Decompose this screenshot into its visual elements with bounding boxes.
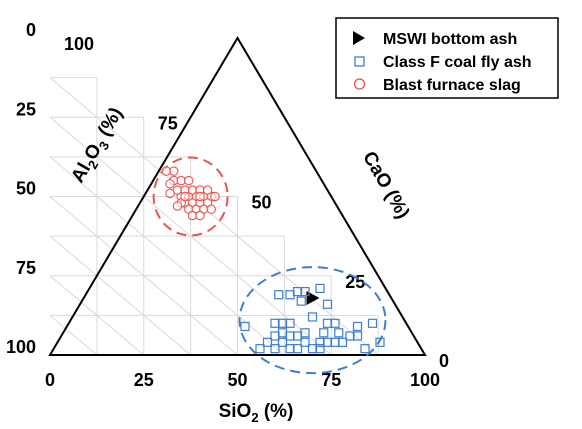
point-class-f-fly-ash xyxy=(262,337,273,347)
tick-cao: 100 xyxy=(64,34,94,54)
point-class-f-fly-ash xyxy=(360,344,370,354)
point-class-f-fly-ash xyxy=(277,337,288,347)
data-points xyxy=(161,166,385,354)
point-class-f-fly-ash xyxy=(255,344,265,354)
point-class-f-fly-ash xyxy=(334,328,344,338)
point-class-f-fly-ash xyxy=(315,283,325,294)
legend-label-slag: Blast furnace slag xyxy=(383,77,521,94)
ellipse-blast-furnace-slag xyxy=(152,156,229,237)
point-class-f-fly-ash xyxy=(322,337,333,347)
point-mswi-bottom-ash xyxy=(306,290,320,305)
legend-marker-slag xyxy=(353,78,366,90)
point-blast-furnace-slag xyxy=(161,166,172,176)
point-class-f-fly-ash xyxy=(367,318,378,328)
legend: MSWI bottom ash Class F coal fly ash Bla… xyxy=(335,17,559,99)
point-class-f-fly-ash xyxy=(322,318,333,328)
point-class-f-fly-ash xyxy=(300,287,310,297)
point-blast-furnace-slag xyxy=(202,185,213,195)
point-class-f-fly-ash xyxy=(285,318,295,328)
tick-cao: 25 xyxy=(345,272,365,292)
legend-label-mswi: MSWI bottom ash xyxy=(383,31,517,48)
point-class-f-fly-ash xyxy=(292,331,303,341)
ternary-frame xyxy=(48,36,427,356)
point-class-f-fly-ash xyxy=(274,290,284,300)
grid-line-al2o3 xyxy=(49,275,145,356)
point-class-f-fly-ash xyxy=(277,328,288,338)
point-class-f-fly-ash xyxy=(277,318,288,328)
point-blast-furnace-slag xyxy=(206,204,217,214)
point-blast-furnace-slag xyxy=(165,179,175,189)
tick-al2o3: 100 xyxy=(6,337,36,357)
point-class-f-fly-ash xyxy=(330,337,340,347)
cao-axis-title: CaO (%) xyxy=(358,148,413,223)
tick-sio2: 0 xyxy=(45,370,55,390)
grid-line-al2o3 xyxy=(49,314,98,356)
sio2-axis-title: SiO2 (%) xyxy=(219,401,294,425)
cluster-ellipses xyxy=(152,156,387,375)
point-class-f-fly-ash xyxy=(375,337,385,347)
tick-sio2: 100 xyxy=(410,370,440,390)
grid-line-al2o3 xyxy=(49,196,238,356)
grid-line-al2o3 xyxy=(49,235,191,356)
point-class-f-fly-ash xyxy=(270,344,280,354)
point-class-f-fly-ash xyxy=(315,344,325,354)
grid-line-al2o3 xyxy=(49,116,332,356)
tick-sio2: 50 xyxy=(227,370,247,390)
al2o3-axis-title: Al2O3 (%) xyxy=(67,104,129,188)
point-blast-furnace-slag xyxy=(195,191,205,202)
point-class-f-fly-ash xyxy=(322,299,333,309)
point-class-f-fly-ash xyxy=(352,321,363,332)
point-class-f-fly-ash xyxy=(296,296,306,306)
point-blast-furnace-slag xyxy=(165,188,175,199)
point-class-f-fly-ash xyxy=(300,328,310,338)
ellipse-class-f-coal-fly-ash xyxy=(238,266,387,375)
tick-al2o3: 25 xyxy=(16,99,36,119)
point-class-f-fly-ash xyxy=(292,344,303,354)
tick-sio2: 75 xyxy=(321,370,341,390)
point-class-f-fly-ash xyxy=(285,344,295,354)
point-class-f-fly-ash xyxy=(300,337,310,347)
tick-cao: 50 xyxy=(252,193,272,213)
tick-cao: 75 xyxy=(158,113,178,133)
tick-al2o3: 50 xyxy=(16,179,36,199)
tick-sio2: 25 xyxy=(134,370,154,390)
legend-marker-mswi xyxy=(353,31,365,45)
point-blast-furnace-slag xyxy=(195,210,205,221)
point-blast-furnace-slag xyxy=(172,201,183,211)
legend-box xyxy=(335,17,559,99)
tick-al2o3: 0 xyxy=(26,20,36,40)
point-class-f-fly-ash xyxy=(307,312,318,322)
point-class-f-fly-ash xyxy=(337,337,348,347)
point-class-f-fly-ash xyxy=(352,331,363,341)
tick-al2o3: 75 xyxy=(16,258,36,278)
point-class-f-fly-ash xyxy=(315,337,325,347)
point-blast-furnace-slag xyxy=(210,191,220,202)
tick-cao: 0 xyxy=(439,351,449,371)
legend-marker-flyash xyxy=(354,56,365,67)
point-class-f-fly-ash xyxy=(240,321,250,332)
legend-label-flyash: Class F coal fly ash xyxy=(383,54,532,71)
point-class-f-fly-ash xyxy=(307,344,318,354)
point-class-f-fly-ash xyxy=(270,318,280,328)
point-blast-furnace-slag xyxy=(184,175,194,186)
point-class-f-fly-ash xyxy=(285,290,295,300)
point-class-f-fly-ash xyxy=(319,328,329,338)
point-blast-furnace-slag xyxy=(180,191,190,202)
point-class-f-fly-ash xyxy=(285,331,295,341)
point-class-f-fly-ash xyxy=(270,331,280,341)
